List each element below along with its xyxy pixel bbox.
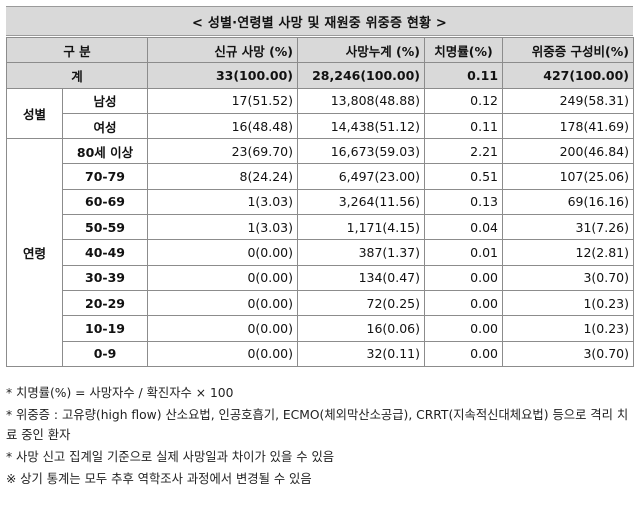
footnote-death-report-basis: * 사망 신고 집계일 기준으로 실제 사망일과 차이가 있을 수 있음 bbox=[6, 450, 335, 464]
footnotes: * 치명률(%) = 사망자수 / 확진자수 × 100 * 위중증 : 고유량… bbox=[6, 383, 638, 491]
col-header-new-deaths: 신규 사망 (%) bbox=[147, 36, 299, 64]
table-row: 50-59 1(3.03) 1,171(4.15) 0.04 31(7.26) bbox=[7, 214, 635, 241]
col-header-fatality: 치명률(%) bbox=[424, 36, 504, 64]
footnote-fatality-formula: * 치명률(%) = 사망자수 / 확진자수 × 100 bbox=[6, 386, 234, 400]
cell-fatality: 0.11 bbox=[424, 112, 504, 140]
cell-critical: 12(2.81) bbox=[502, 239, 635, 266]
footnote-critical-definition: * 위중증 : 고유량(high flow) 산소요법, 인공호흡기, ECMO… bbox=[6, 408, 629, 442]
cell-fatality: 0.00 bbox=[424, 289, 504, 317]
cell-cumulative: 14,438(51.12) bbox=[297, 112, 426, 140]
table-row: 여성 16(48.48) 14,438(51.12) 0.11 178(41.6… bbox=[7, 112, 635, 140]
col-header-category: 구 분 bbox=[5, 36, 149, 64]
stats-table: 구 분 신규 사망 (%) 사망누계 (%) 치명률(%) 위중증 구성비(%)… bbox=[5, 36, 635, 367]
cell-fatality: 0.00 bbox=[424, 264, 504, 291]
cell-cumulative: 3,264(11.56) bbox=[297, 188, 426, 216]
total-row: 계 33(100.00) 28,246(100.00) 0.11 427(100… bbox=[5, 62, 635, 89]
col-header-cumulative: 사망누계 (%) bbox=[297, 36, 426, 64]
cell-critical: 1(0.23) bbox=[502, 289, 635, 317]
table-row: 20-29 0(0.00) 72(0.25) 0.00 1(0.23) bbox=[7, 289, 635, 317]
cell-critical: 3(0.70) bbox=[502, 340, 635, 367]
row-label: 남성 bbox=[61, 87, 149, 114]
table-row: 70-79 8(24.24) 6,497(23.00) 0.51 107(25.… bbox=[7, 163, 635, 190]
table-row: 0-9 0(0.00) 32(0.11) 0.00 3(0.70) bbox=[7, 340, 635, 367]
cell-critical: 1(0.23) bbox=[502, 315, 635, 342]
cell-new-deaths: 8(24.24) bbox=[147, 163, 299, 190]
row-label: 50-59 bbox=[61, 214, 149, 241]
table-row: 40-49 0(0.00) 387(1.37) 0.01 12(2.81) bbox=[7, 239, 635, 266]
cell-new-deaths: 0(0.00) bbox=[147, 264, 299, 291]
cell-critical: 69(16.16) bbox=[502, 188, 635, 216]
cell-critical: 178(41.69) bbox=[502, 112, 635, 140]
cell-cumulative: 6,497(23.00) bbox=[297, 163, 426, 190]
table-title: < 성별·연령별 사망 및 재원중 위중증 현황 > bbox=[6, 6, 633, 36]
cell-fatality: 0.12 bbox=[424, 87, 504, 114]
cell-new-deaths: 0(0.00) bbox=[147, 289, 299, 317]
total-label: 계 bbox=[5, 62, 149, 89]
cell-fatality: 0.04 bbox=[424, 214, 504, 241]
cell-cumulative: 387(1.37) bbox=[297, 239, 426, 266]
footnote-subject-to-change: ※ 상기 통계는 모두 추후 역학조사 과정에서 변경될 수 있음 bbox=[6, 472, 312, 486]
cell-fatality: 2.21 bbox=[424, 138, 504, 165]
row-label: 여성 bbox=[61, 112, 149, 140]
row-label: 0-9 bbox=[61, 340, 149, 367]
table-row: 60-69 1(3.03) 3,264(11.56) 0.13 69(16.16… bbox=[7, 188, 635, 216]
cell-new-deaths: 1(3.03) bbox=[147, 188, 299, 216]
row-label: 40-49 bbox=[61, 239, 149, 266]
cell-new-deaths: 0(0.00) bbox=[147, 239, 299, 266]
group-label-age: 연령 bbox=[6, 138, 63, 367]
cell-fatality: 0.00 bbox=[424, 340, 504, 367]
cell-critical: 249(58.31) bbox=[502, 87, 635, 114]
cell-fatality: 0.01 bbox=[424, 239, 504, 266]
row-label: 30-39 bbox=[61, 264, 149, 291]
cell-fatality: 0.51 bbox=[424, 163, 504, 190]
total-critical: 427(100.00) bbox=[502, 62, 635, 89]
row-label: 20-29 bbox=[61, 289, 149, 317]
table-row: 연령 80세 이상 23(69.70) 16,673(59.03) 2.21 2… bbox=[6, 138, 635, 367]
cell-cumulative: 16(0.06) bbox=[297, 315, 426, 342]
cell-new-deaths: 1(3.03) bbox=[147, 214, 299, 241]
cell-new-deaths: 0(0.00) bbox=[147, 340, 299, 367]
total-new-deaths: 33(100.00) bbox=[147, 62, 299, 89]
cell-cumulative: 32(0.11) bbox=[297, 340, 426, 367]
cell-critical: 107(25.06) bbox=[502, 163, 635, 190]
row-label: 60-69 bbox=[61, 188, 149, 216]
table-row: 성별 남성 17(51.52) 13,808(48.88) 0.12 249(5… bbox=[6, 87, 635, 140]
total-fatality: 0.11 bbox=[424, 62, 504, 89]
row-label: 10-19 bbox=[61, 315, 149, 342]
cell-critical: 3(0.70) bbox=[502, 264, 635, 291]
cell-fatality: 0.00 bbox=[424, 315, 504, 342]
cell-fatality: 0.13 bbox=[424, 188, 504, 216]
cell-critical: 31(7.26) bbox=[502, 214, 635, 241]
table-row: 10-19 0(0.00) 16(0.06) 0.00 1(0.23) bbox=[7, 315, 635, 342]
row-label: 70-79 bbox=[61, 163, 149, 190]
cell-cumulative: 16,673(59.03) bbox=[297, 138, 426, 165]
table-row: 30-39 0(0.00) 134(0.47) 0.00 3(0.70) bbox=[7, 264, 635, 291]
group-label-sex: 성별 bbox=[6, 87, 63, 140]
cell-cumulative: 13,808(48.88) bbox=[297, 87, 426, 114]
cell-cumulative: 134(0.47) bbox=[297, 264, 426, 291]
cell-cumulative: 72(0.25) bbox=[297, 289, 426, 317]
cell-new-deaths: 23(69.70) bbox=[147, 138, 299, 165]
row-label: 80세 이상 bbox=[61, 138, 149, 165]
cell-new-deaths: 17(51.52) bbox=[147, 87, 299, 114]
cell-new-deaths: 16(48.48) bbox=[147, 112, 299, 140]
cell-critical: 200(46.84) bbox=[502, 138, 635, 165]
total-cumulative: 28,246(100.00) bbox=[297, 62, 426, 89]
cell-new-deaths: 0(0.00) bbox=[147, 315, 299, 342]
header-row: 구 분 신규 사망 (%) 사망누계 (%) 치명률(%) 위중증 구성비(%) bbox=[5, 36, 635, 64]
cell-cumulative: 1,171(4.15) bbox=[297, 214, 426, 241]
col-header-critical: 위중증 구성비(%) bbox=[502, 36, 635, 64]
